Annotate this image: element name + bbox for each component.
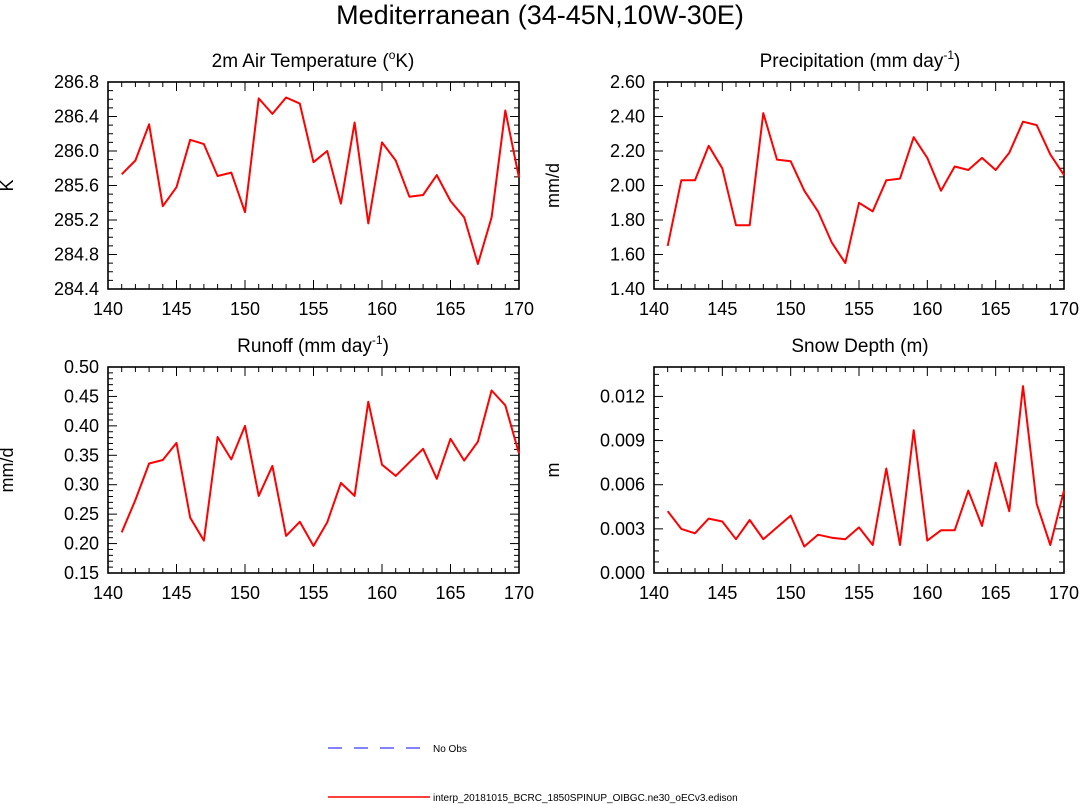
panel-title: 2m Air Temperature (oK): [212, 48, 415, 72]
y-tick-label: 286.4: [54, 107, 99, 127]
x-tick-label: 140: [93, 583, 123, 603]
x-tick-label: 140: [639, 583, 669, 603]
legend-label-model: interp_20181015_BCRC_1850SPINUP_OIBGC.ne…: [433, 793, 738, 804]
panel-air-temperature: 2m Air Temperature (oK) 140 145 150 155 160 1…: [0, 48, 534, 319]
y-tick-label: 0.25: [64, 504, 99, 524]
panel-runoff: Runoff (mm day-1) 140 145 150 155 160 165 170 0…: [0, 333, 534, 603]
x-tick-label: 170: [1049, 583, 1079, 603]
panel-title-main: Precipitation (mm day: [760, 51, 944, 72]
panel-title-after: K): [395, 51, 414, 72]
y-tick-label: 286.8: [54, 72, 99, 92]
y-tick-label: 0.45: [64, 386, 99, 406]
y-axis-label: K: [0, 179, 17, 191]
x-tick-label: 165: [981, 583, 1011, 603]
y-tick-label: 0.40: [64, 416, 99, 436]
y-tick-label: 0.20: [64, 534, 99, 554]
y-axis-label: mm/d: [0, 448, 17, 493]
y-tick-label: 284.8: [54, 245, 99, 265]
y-tick-label: 0.006: [600, 475, 645, 495]
y-axis-label: mm/d: [543, 163, 563, 208]
x-tick-label: 150: [776, 583, 806, 603]
x-tick-label: 140: [639, 299, 669, 319]
x-tick-label: 140: [93, 299, 123, 319]
x-tick-label: 145: [161, 583, 191, 603]
plot-frame: [653, 366, 1065, 574]
x-tick-label: 155: [298, 299, 328, 319]
panel-title-sup: -1: [372, 333, 383, 347]
x-tick-label: 160: [367, 583, 397, 603]
y-tick-label: 0.003: [600, 519, 645, 539]
series-line: [666, 112, 1065, 265]
plot-frame: [107, 81, 520, 290]
x-tick-label: 165: [435, 299, 465, 319]
panel-title-after: ): [383, 336, 389, 357]
y-tick-label: 0.30: [64, 475, 99, 495]
panel-snow-depth: Snow Depth (m) 140 145 150 155 160 165 170 0.00…: [543, 336, 1079, 603]
panel-title: Runoff (mm day-1): [237, 333, 389, 357]
y-tick-label: 0.000: [600, 563, 645, 583]
series-line: [120, 96, 520, 265]
y-tick-label: 2.60: [610, 72, 645, 92]
plot-frame: [107, 366, 520, 574]
panel-title-after: ): [954, 51, 960, 72]
y-tick-label: 1.40: [610, 279, 645, 299]
x-tick-label: 160: [912, 299, 942, 319]
legend-label-no-obs: No Obs: [433, 744, 467, 755]
figure-title: Mediterranean (34-45N,10W-30E): [336, 0, 744, 30]
panel-title-main: 2m Air Temperature (: [212, 51, 390, 72]
y-tick-label: 0.012: [600, 386, 645, 406]
x-tick-label: 150: [776, 299, 806, 319]
y-tick-label: 2.00: [610, 176, 645, 196]
x-tick-label: 160: [367, 299, 397, 319]
y-axis-label: m: [543, 463, 563, 478]
x-tick-label: 155: [844, 299, 874, 319]
legend: No Obs interp_20181015_BCRC_1850SPINUP_O…: [328, 744, 738, 804]
panel-title-main: Runoff (mm day: [237, 336, 372, 357]
x-tick-label: 150: [230, 583, 260, 603]
x-tick-label: 170: [504, 299, 534, 319]
panel-title: Snow Depth (m): [791, 336, 928, 357]
x-tick-label: 155: [298, 583, 328, 603]
y-tick-label: 285.6: [54, 176, 99, 196]
y-tick-label: 0.50: [64, 357, 99, 377]
x-tick-label: 150: [230, 299, 260, 319]
y-tick-label: 1.80: [610, 210, 645, 230]
plot-frame: [653, 81, 1065, 290]
x-tick-label: 165: [981, 299, 1011, 319]
panel-title: Precipitation (mm day-1): [760, 48, 961, 72]
y-tick-label: 1.60: [610, 245, 645, 265]
panel-precipitation: Precipitation (mm day-1) 140 145 150 155 160…: [543, 48, 1079, 319]
x-tick-label: 170: [1049, 299, 1079, 319]
series-line: [666, 385, 1065, 548]
x-tick-label: 155: [844, 583, 874, 603]
y-tick-label: 284.4: [54, 279, 99, 299]
panel-title-sup: o: [389, 48, 396, 62]
y-tick-label: 286.0: [54, 141, 99, 161]
y-tick-label: 2.40: [610, 107, 645, 127]
y-tick-label: 0.15: [64, 563, 99, 583]
y-tick-label: 285.2: [54, 210, 99, 230]
x-tick-label: 160: [912, 583, 942, 603]
panel-title-sup: -1: [943, 48, 954, 62]
y-tick-label: 0.009: [600, 431, 645, 451]
panel-title-main: Snow Depth (m): [791, 336, 928, 357]
x-tick-label: 145: [707, 299, 737, 319]
y-tick-label: 0.35: [64, 445, 99, 465]
y-tick-label: 2.20: [610, 141, 645, 161]
x-tick-label: 165: [435, 583, 465, 603]
x-tick-label: 145: [161, 299, 191, 319]
series-line: [120, 389, 520, 547]
x-tick-label: 145: [707, 583, 737, 603]
x-tick-label: 170: [504, 583, 534, 603]
